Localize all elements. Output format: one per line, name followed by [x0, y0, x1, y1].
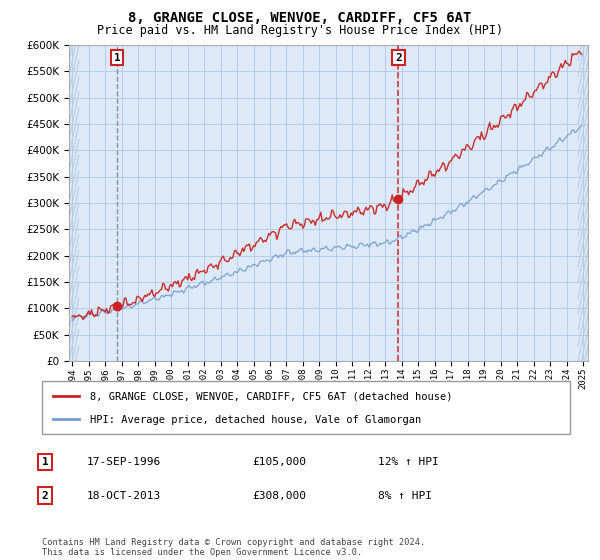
Text: 2: 2 — [395, 53, 402, 63]
Text: 1: 1 — [113, 53, 121, 63]
Text: 2: 2 — [41, 491, 49, 501]
Text: 12% ↑ HPI: 12% ↑ HPI — [378, 457, 439, 467]
Text: Price paid vs. HM Land Registry's House Price Index (HPI): Price paid vs. HM Land Registry's House … — [97, 24, 503, 37]
Text: 8% ↑ HPI: 8% ↑ HPI — [378, 491, 432, 501]
Text: 18-OCT-2013: 18-OCT-2013 — [87, 491, 161, 501]
Text: £105,000: £105,000 — [252, 457, 306, 467]
Text: 17-SEP-1996: 17-SEP-1996 — [87, 457, 161, 467]
Text: HPI: Average price, detached house, Vale of Glamorgan: HPI: Average price, detached house, Vale… — [89, 415, 421, 425]
Text: Contains HM Land Registry data © Crown copyright and database right 2024.
This d: Contains HM Land Registry data © Crown c… — [42, 538, 425, 557]
FancyBboxPatch shape — [42, 381, 570, 434]
Text: 8, GRANGE CLOSE, WENVOE, CARDIFF, CF5 6AT: 8, GRANGE CLOSE, WENVOE, CARDIFF, CF5 6A… — [128, 11, 472, 25]
Text: £308,000: £308,000 — [252, 491, 306, 501]
Text: 8, GRANGE CLOSE, WENVOE, CARDIFF, CF5 6AT (detached house): 8, GRANGE CLOSE, WENVOE, CARDIFF, CF5 6A… — [89, 392, 452, 402]
Text: 1: 1 — [41, 457, 49, 467]
